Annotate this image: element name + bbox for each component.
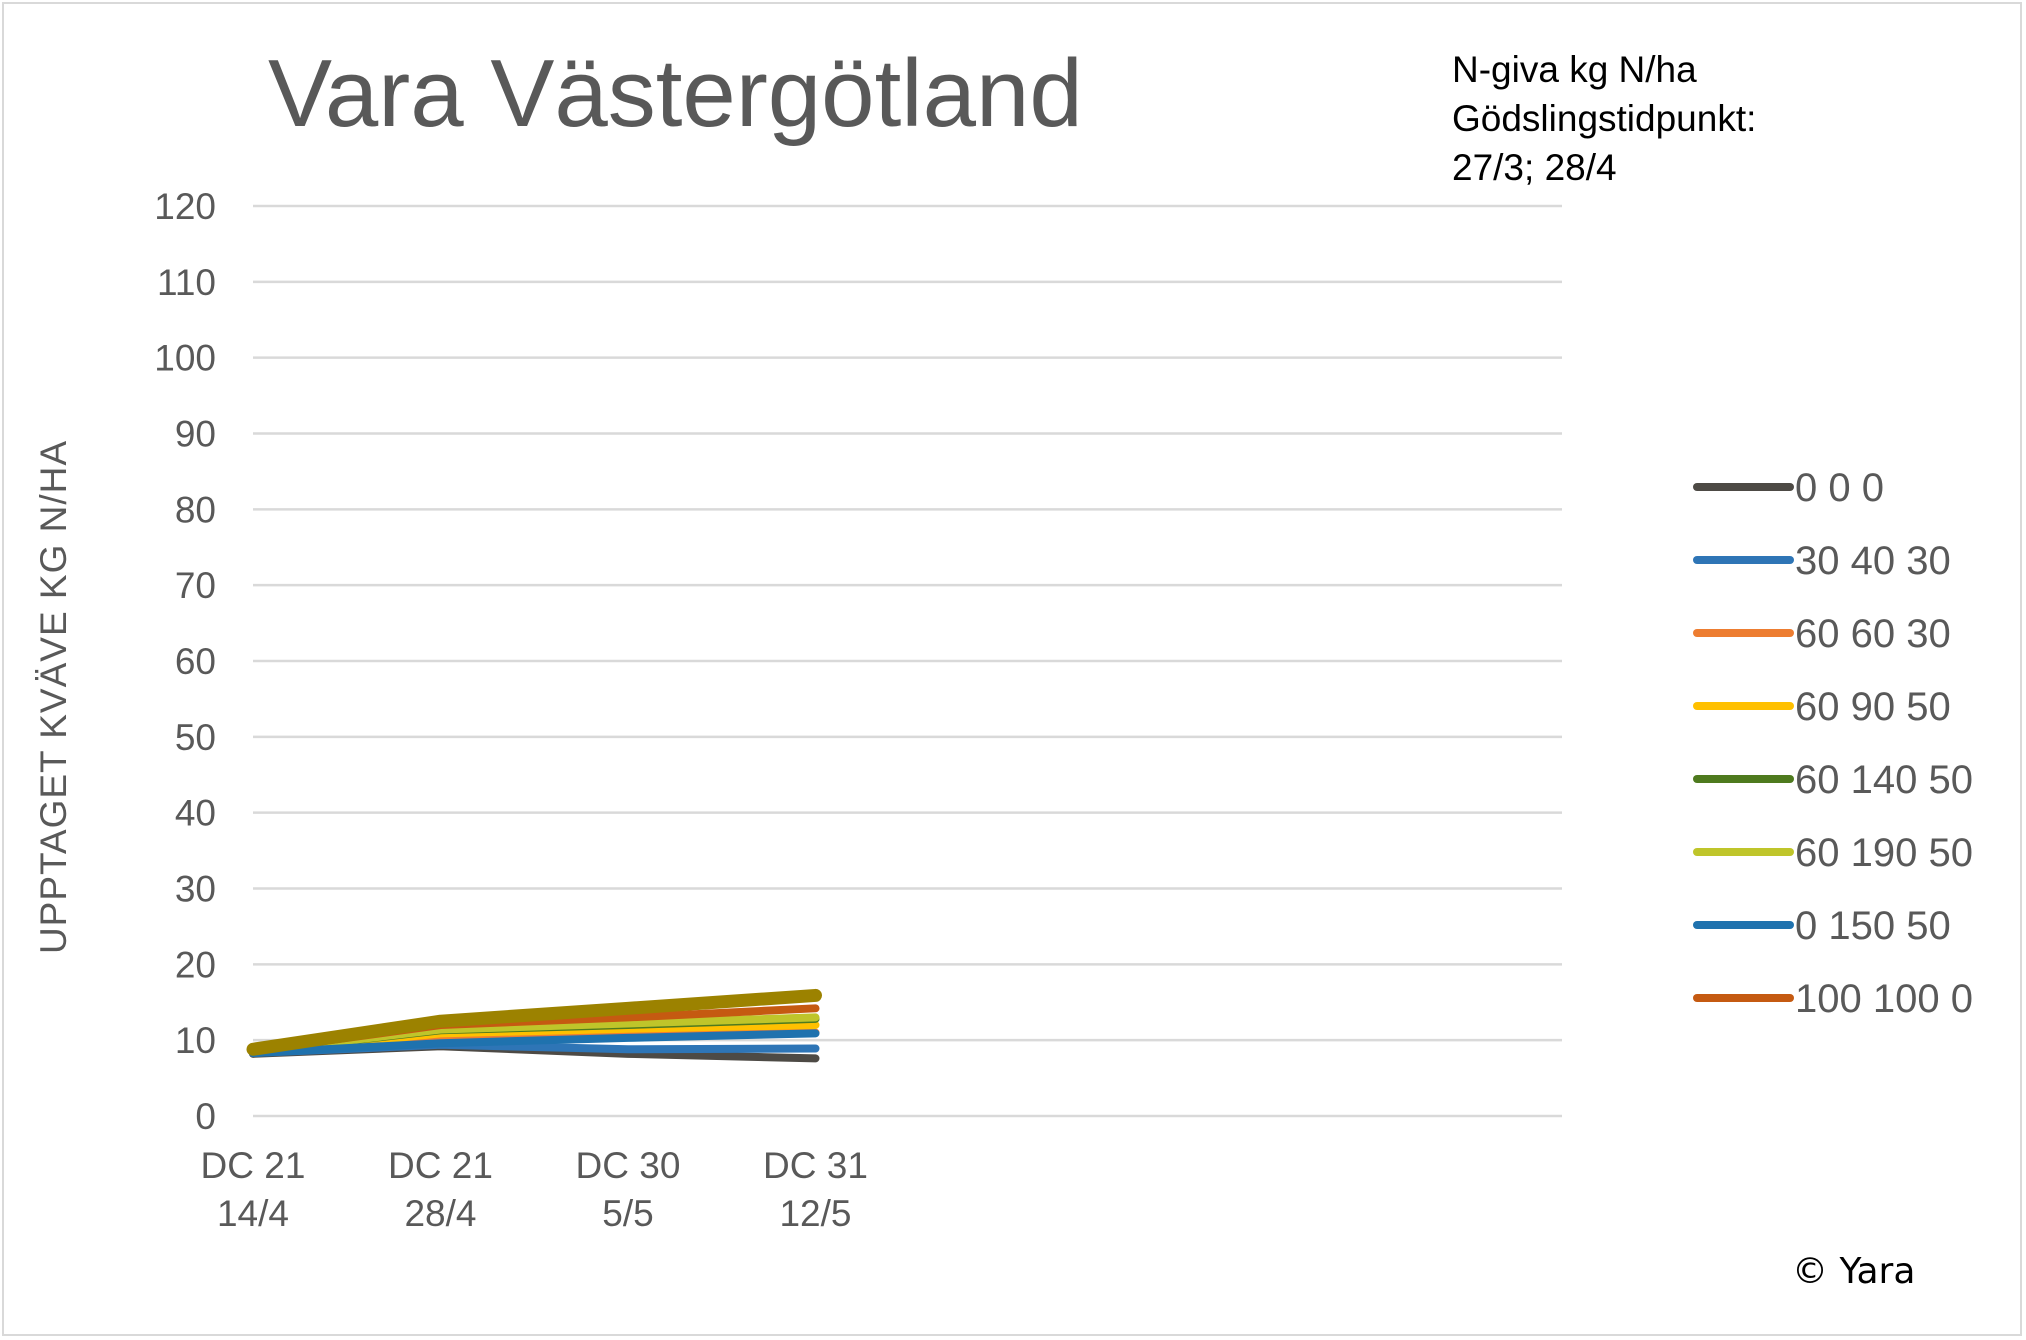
y-axis-title: UPPTAGET KVÄVE KG N/HA [33,440,74,954]
legend-label: 30 40 30 [1795,539,1951,583]
legend-label: 100 100 0 [1795,977,1973,1021]
legend: 0 0 0 30 40 30 60 60 30 60 90 50 60 140 50 60… [1693,466,1973,1021]
y-tick-label: 0 [195,1096,216,1137]
note-line-1: N-giva kg N/ha [1452,49,1697,90]
y-tick-label: 120 [154,186,216,227]
series-line-0-150-50 [249,1029,820,1058]
x-tick-label: DC 21 [201,1145,306,1186]
x-tick-label: 12/5 [779,1193,851,1234]
y-tick-label: 10 [175,1020,216,1061]
series-line-unlabeled [246,988,822,1056]
x-tick-label: 5/5 [602,1193,653,1234]
y-tick-label: 60 [175,641,216,682]
legend-label: 0 150 50 [1795,904,1951,948]
x-tick-label: DC 31 [763,1145,868,1186]
x-tick-label: DC 30 [576,1145,681,1186]
y-tick-label: 100 [154,338,216,379]
legend-label: 60 90 50 [1795,685,1951,729]
x-tick-label: 14/4 [217,1193,289,1234]
y-tick-label: 80 [175,489,216,530]
legend-label: 0 0 0 [1795,466,1884,510]
y-tick-label: 50 [175,717,216,758]
note-line-3: 27/3; 28/4 [1452,147,1617,188]
series-lines [246,988,822,1063]
x-tick-label: DC 21 [388,1145,493,1186]
legend-label: 60 60 30 [1795,612,1951,656]
legend-label: 60 140 50 [1795,758,1973,802]
chart-title: Vara Västergötland [268,40,1083,147]
legend-label: 60 190 50 [1795,831,1973,875]
y-tick-label: 30 [175,869,216,910]
gridlines [253,204,1562,1118]
y-tick-label: 110 [157,262,216,303]
x-tick-labels: DC 21 14/4 DC 21 28/4 DC 30 5/5 DC 31 12/5 [201,1145,868,1234]
note-line-2: Gödslingstidpunkt: [1452,98,1756,139]
copyright-text: © Yara [1792,1251,1915,1292]
y-tick-label: 20 [175,944,216,985]
y-tick-label: 40 [175,793,216,834]
y-tick-labels: 0 10 20 30 40 50 60 70 80 90 100 110 120 [154,186,216,1137]
y-tick-label: 90 [175,414,216,455]
x-tick-label: 28/4 [404,1193,476,1234]
y-tick-label: 70 [175,565,216,606]
